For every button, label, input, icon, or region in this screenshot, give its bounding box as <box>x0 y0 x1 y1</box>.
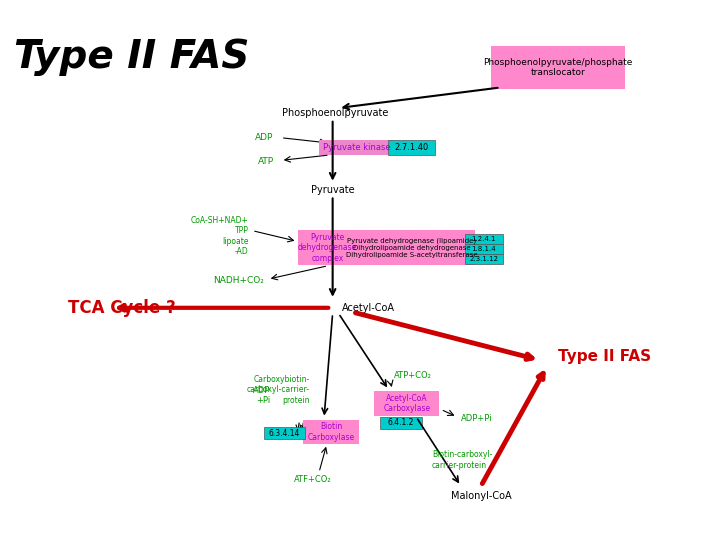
Text: Phosphoenolpyruvate: Phosphoenolpyruvate <box>282 109 388 118</box>
FancyBboxPatch shape <box>465 254 503 264</box>
Text: 1.8.1.4: 1.8.1.4 <box>472 246 496 252</box>
Text: 6.3.4.14: 6.3.4.14 <box>269 429 300 437</box>
FancyBboxPatch shape <box>491 46 624 89</box>
Text: ADP: ADP <box>255 133 274 142</box>
FancyBboxPatch shape <box>348 230 475 265</box>
Text: Biotin-carboxyl-
carrier-protein: Biotin-carboxyl- carrier-protein <box>432 450 492 470</box>
FancyBboxPatch shape <box>465 244 503 254</box>
Text: ATP: ATP <box>258 158 274 166</box>
Text: CoA-SH+NAD+
TPP
lipoate
-AD: CoA-SH+NAD+ TPP lipoate -AD <box>191 216 248 256</box>
FancyBboxPatch shape <box>389 140 435 154</box>
Text: ATP+CO₂: ATP+CO₂ <box>394 371 432 380</box>
Text: 1.2.4.1: 1.2.4.1 <box>472 235 496 242</box>
Text: Acetyl-CoA: Acetyl-CoA <box>342 303 395 313</box>
FancyBboxPatch shape <box>465 233 503 244</box>
Text: 6.4.1.2: 6.4.1.2 <box>388 418 414 427</box>
FancyBboxPatch shape <box>319 140 395 154</box>
FancyBboxPatch shape <box>303 420 359 444</box>
Text: Carboxybiotin-
carboxyl-carrier-
protein: Carboxybiotin- carboxyl-carrier- protein <box>246 375 310 405</box>
Text: Phosphoenolpyruvate/phosphate
translocator: Phosphoenolpyruvate/phosphate translocat… <box>483 58 633 77</box>
FancyBboxPatch shape <box>298 230 357 265</box>
FancyBboxPatch shape <box>374 391 439 416</box>
FancyBboxPatch shape <box>264 427 305 439</box>
Text: ADP
+Pi: ADP +Pi <box>253 386 271 405</box>
Text: Malonyl-CoA: Malonyl-CoA <box>451 491 511 501</box>
Text: ATF+CO₂: ATF+CO₂ <box>294 475 332 484</box>
Text: Type II FAS: Type II FAS <box>558 349 652 364</box>
Text: NADH+CO₂: NADH+CO₂ <box>213 276 264 285</box>
Text: Pyruvate dehydrogenase (lipoamide)
Dihydrolipoamide dehydrogenase
Dihydrolipoami: Pyruvate dehydrogenase (lipoamide) Dihyd… <box>346 238 477 258</box>
Text: Pyruvate: Pyruvate <box>311 185 354 195</box>
Text: Pyruvate
dehydrogenase
complex: Pyruvate dehydrogenase complex <box>298 233 357 263</box>
Text: Type II FAS: Type II FAS <box>14 38 250 76</box>
Text: ADP+Pi: ADP+Pi <box>461 414 492 423</box>
Text: 2.7.1.40: 2.7.1.40 <box>395 143 429 152</box>
Text: Pyruvate kinase: Pyruvate kinase <box>323 143 390 152</box>
Text: 2.3.1.12: 2.3.1.12 <box>469 256 498 262</box>
Text: Acetyl-CoA
Carboxylase: Acetyl-CoA Carboxylase <box>383 394 431 413</box>
Text: TCA Cycle ?: TCA Cycle ? <box>68 299 176 317</box>
Text: Biotin
Carboxylase: Biotin Carboxylase <box>307 422 355 442</box>
FancyBboxPatch shape <box>380 417 422 429</box>
